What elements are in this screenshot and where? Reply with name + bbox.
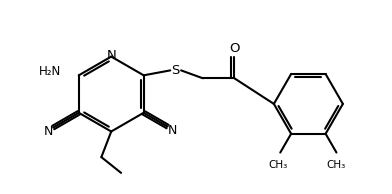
Text: S: S: [171, 64, 180, 77]
Text: CH₃: CH₃: [327, 160, 346, 171]
Text: N: N: [168, 124, 177, 137]
Text: CH₃: CH₃: [269, 160, 288, 171]
Text: O: O: [229, 42, 240, 55]
Text: N: N: [44, 125, 53, 138]
Text: H₂N: H₂N: [39, 65, 61, 78]
Text: N: N: [106, 49, 116, 62]
